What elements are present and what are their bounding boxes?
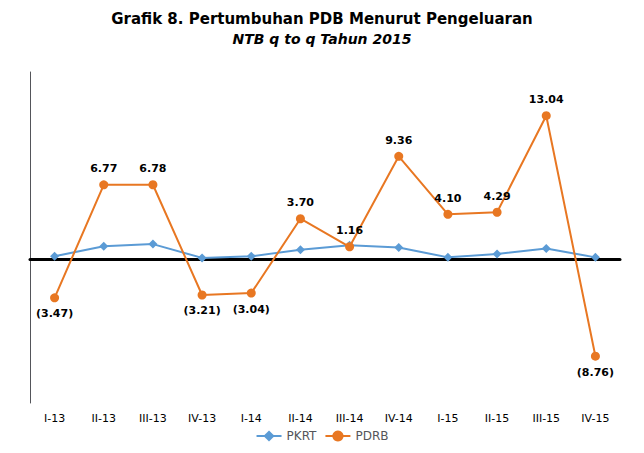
svg-text:(8.76): (8.76)	[577, 366, 614, 379]
svg-text:II-14: II-14	[288, 412, 312, 425]
svg-text:3.70: 3.70	[287, 196, 314, 209]
svg-text:II-15: II-15	[485, 412, 509, 425]
svg-text:4.29: 4.29	[484, 190, 511, 203]
svg-text:1.16: 1.16	[336, 224, 363, 237]
svg-text:(3.04): (3.04)	[233, 303, 270, 316]
svg-text:6.77: 6.77	[90, 162, 117, 175]
svg-text:III-13: III-13	[139, 412, 167, 425]
svg-text:I-13: I-13	[44, 412, 65, 425]
svg-text:NTB q to q Tahun 2015: NTB q to q Tahun 2015	[233, 31, 412, 47]
svg-text:9.36: 9.36	[385, 134, 412, 147]
svg-text:III-15: III-15	[532, 412, 560, 425]
svg-text:II-13: II-13	[92, 412, 116, 425]
svg-text:(3.21): (3.21)	[183, 304, 220, 317]
svg-text:PKRT: PKRT	[287, 429, 318, 443]
svg-text:III-14: III-14	[336, 412, 364, 425]
svg-text:IV-14: IV-14	[385, 412, 413, 425]
svg-text:(3.47): (3.47)	[36, 307, 73, 320]
svg-text:IV-13: IV-13	[188, 412, 216, 425]
svg-text:4.10: 4.10	[434, 192, 461, 205]
svg-text:I-15: I-15	[437, 412, 458, 425]
svg-text:PDRB: PDRB	[355, 429, 388, 443]
svg-text:I-14: I-14	[241, 412, 262, 425]
svg-text:6.78: 6.78	[139, 162, 166, 175]
svg-text:13.04: 13.04	[529, 93, 564, 106]
svg-text:Grafik 8. Pertumbuhan PDB Menu: Grafik 8. Pertumbuhan PDB Menurut Pengel…	[111, 10, 533, 28]
svg-text:IV-15: IV-15	[581, 412, 609, 425]
